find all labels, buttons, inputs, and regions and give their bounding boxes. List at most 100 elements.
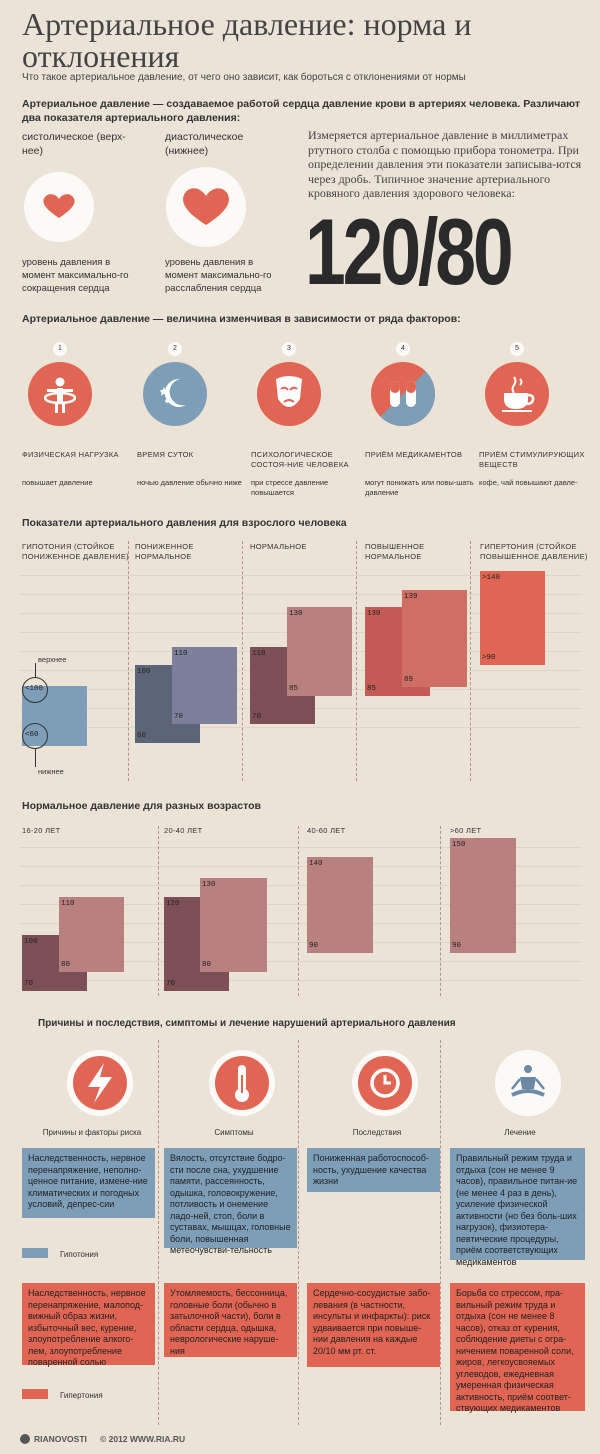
lightning-icon xyxy=(74,1057,126,1109)
definition-text: Артериальное давление — создаваемое рабо… xyxy=(22,98,581,124)
bar-value: 80 xyxy=(61,961,71,969)
cause-inner-circle xyxy=(215,1056,269,1110)
factor-circle xyxy=(257,362,321,426)
age-20-40-high-bar xyxy=(200,878,267,972)
bar-value-top: 130 xyxy=(367,610,381,618)
cause-circle xyxy=(495,1050,561,1116)
age-group-label: 16-20 ЛЕТ xyxy=(22,826,61,835)
exercise-icon xyxy=(35,369,85,419)
footer-copyright: © 2012 WWW.RIA.RU xyxy=(100,1434,186,1444)
cause-circle xyxy=(209,1050,275,1116)
gridline xyxy=(20,594,582,595)
hypotension-box: Вялость, отсутствие бодро-сти после сна,… xyxy=(164,1148,297,1255)
page-subtitle: Что такое артериальное давление, от чего… xyxy=(22,72,466,83)
clock-icon xyxy=(359,1057,411,1109)
factor-effect: повышает давление xyxy=(22,478,93,487)
hypotension-box: Наследственность, нервное перенапряжение… xyxy=(22,1148,155,1218)
gridline xyxy=(20,575,582,576)
bar-value-top: 139 xyxy=(404,593,418,601)
diastolic-desc: уровень давления в момент максимально-го… xyxy=(165,257,272,294)
hypotension-legend-label: Гипотония xyxy=(60,1250,99,1259)
cause-inner-circle xyxy=(73,1056,127,1110)
column-divider xyxy=(242,541,243,781)
cause-circle xyxy=(67,1050,133,1116)
cause-circle xyxy=(352,1050,418,1116)
hypertension-box: Борьба со стрессом, пра-вильный режим тр… xyxy=(450,1283,585,1413)
column-divider xyxy=(470,541,471,781)
hypotension-box: Пониженная работоспособ-ность, ухудшение… xyxy=(307,1148,440,1192)
factor-circle xyxy=(371,362,435,426)
factor-effect: при стрессе давление повышается xyxy=(251,478,329,497)
bar-value-bottom: 70 xyxy=(174,713,184,721)
meditation-icon xyxy=(502,1057,554,1109)
column-divider xyxy=(440,1040,441,1425)
factor-name: ПРИЁМ МЕДИКАМЕНТОВ xyxy=(365,450,463,459)
ria-logo-icon xyxy=(20,1434,30,1444)
bar-value: 100 xyxy=(24,938,38,946)
hypotension-marker xyxy=(22,677,48,703)
heart-large-icon xyxy=(183,188,229,225)
bar-value: 140 xyxy=(309,860,323,868)
typical-pressure-value: 120/80 xyxy=(305,199,514,304)
upper-label: верхнее xyxy=(38,655,67,664)
age-60-plus-bar xyxy=(450,838,516,953)
factor-circle xyxy=(28,362,92,426)
gridline xyxy=(20,847,582,848)
column-divider xyxy=(298,1040,299,1425)
hypotension-value: <100 xyxy=(25,685,44,693)
bar-value-bottom: 70 xyxy=(252,713,262,721)
factors-heading: Артериальное давление — величина изменчи… xyxy=(22,313,461,325)
marker-line-bottom xyxy=(35,749,36,767)
page-title: Артериальное давление: норма и отклонени… xyxy=(22,6,472,74)
coffee-icon xyxy=(492,369,542,419)
bar-value-top: 110 xyxy=(252,650,266,658)
age-chart-heading: Нормальное давление для разных возрастов xyxy=(22,800,261,812)
factor-number: 5 xyxy=(510,342,524,356)
gridline xyxy=(20,866,582,867)
factor-name: ФИЗИЧЕСКАЯ НАГРУЗКА xyxy=(22,450,119,459)
cause-column-title: Причины и факторы риска xyxy=(42,1128,142,1137)
hypotension-legend-swatch xyxy=(22,1248,48,1258)
age-40-60-bar xyxy=(307,857,373,953)
factor-name: ВРЕМЯ СУТОК xyxy=(137,450,194,459)
thermometer-icon xyxy=(216,1057,268,1109)
column-divider xyxy=(440,826,441,996)
column-divider xyxy=(128,541,129,781)
systolic-desc: уровень давления в момент максимально-го… xyxy=(22,257,129,294)
category-label: ГИПОТОНИЯ (СТОЙКОЕ ПОНИЖЕННОЕ ДАВЛЕНИЕ) xyxy=(22,542,129,561)
factor-name: ПСИХОЛОГИЧЕСКОЕ СОСТОЯ-НИЕ ЧЕЛОВЕКА xyxy=(251,450,349,469)
footer-logo: RIANOVOSTI xyxy=(34,1434,87,1444)
high-normal-sys-bar xyxy=(402,590,467,687)
cause-column-title: Последствия xyxy=(352,1128,402,1137)
gridline xyxy=(20,904,582,905)
heart-small-icon xyxy=(43,194,75,218)
bar-value: 150 xyxy=(452,841,466,849)
factor-circle xyxy=(485,362,549,426)
bar-value-top: 110 xyxy=(174,650,188,658)
column-divider xyxy=(158,1040,159,1425)
bar-value-bottom: 85 xyxy=(367,685,377,693)
bar-value: 90 xyxy=(452,942,462,950)
factor-circle xyxy=(143,362,207,426)
factor-number: 3 xyxy=(282,342,296,356)
gridline xyxy=(20,727,582,728)
factor-effect: могут понижать или повы-шать давление xyxy=(365,478,474,497)
hypotension-value: <60 xyxy=(25,731,39,739)
gridline xyxy=(20,923,582,924)
mask-icon xyxy=(264,369,314,419)
column-divider xyxy=(298,826,299,996)
hypotension-box: Правильный режим труда и отдыха (сон не … xyxy=(450,1148,585,1267)
bar-value: 80 xyxy=(202,961,212,969)
factor-name: ПРИЁМ СТИМУЛИРУЮЩИХ ВЕЩЕСТВ xyxy=(479,450,585,469)
cause-column-title: Лечение xyxy=(504,1128,536,1137)
age-group-label: >60 ЛЕТ xyxy=(450,826,482,835)
bar-value: 70 xyxy=(166,980,176,988)
systolic-heart-circle xyxy=(24,172,94,242)
bar-value: 120 xyxy=(166,900,180,908)
bar-value: 110 xyxy=(61,900,75,908)
bar-value: 130 xyxy=(202,881,216,889)
measure-text: Измеряется артериальное давление в милли… xyxy=(308,128,582,200)
age-16-20-high-bar xyxy=(59,897,124,972)
gridline xyxy=(20,942,582,943)
column-divider xyxy=(158,826,159,996)
